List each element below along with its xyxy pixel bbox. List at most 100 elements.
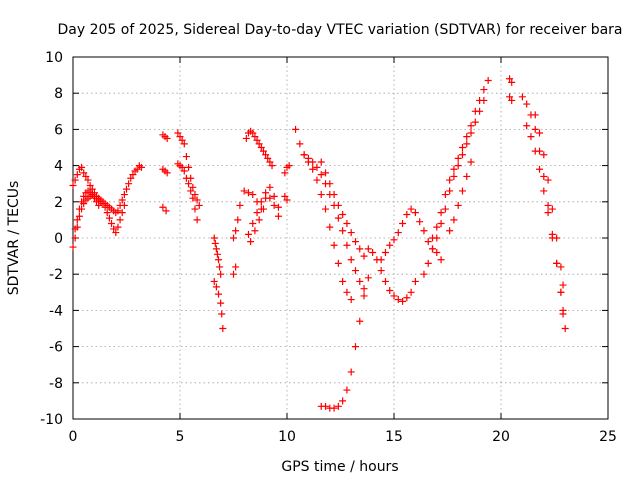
data-point bbox=[386, 241, 394, 249]
data-point bbox=[317, 191, 325, 199]
data-point bbox=[178, 163, 186, 171]
data-point bbox=[429, 245, 437, 253]
series-o bbox=[317, 274, 372, 412]
data-point bbox=[463, 140, 471, 148]
y-axis-label: SDTVAR / TECUs bbox=[6, 181, 22, 296]
series-i bbox=[242, 127, 276, 170]
data-point bbox=[377, 256, 385, 264]
x-tick-label: 15 bbox=[385, 429, 403, 445]
series-j bbox=[244, 189, 282, 246]
data-point bbox=[281, 192, 289, 200]
data-point bbox=[544, 209, 552, 217]
data-point bbox=[548, 205, 556, 213]
data-point bbox=[416, 218, 424, 226]
data-point bbox=[557, 263, 565, 271]
data-point bbox=[458, 144, 466, 151]
data-point bbox=[266, 183, 274, 191]
data-point bbox=[249, 220, 257, 228]
data-point bbox=[114, 207, 122, 215]
data-point bbox=[281, 169, 289, 177]
series-m bbox=[300, 151, 368, 293]
data-point bbox=[69, 182, 77, 190]
series-l bbox=[292, 125, 355, 304]
y-tick-label: -6 bbox=[49, 340, 63, 356]
data-point bbox=[390, 236, 398, 244]
data-point bbox=[480, 86, 488, 94]
data-point bbox=[347, 229, 355, 237]
data-point bbox=[86, 182, 94, 190]
data-point bbox=[274, 212, 282, 220]
data-point bbox=[80, 169, 88, 177]
data-point bbox=[527, 133, 535, 141]
data-point bbox=[210, 277, 218, 285]
data-point bbox=[386, 286, 394, 294]
data-point bbox=[257, 144, 265, 151]
data-point bbox=[377, 267, 385, 275]
data-point bbox=[251, 133, 259, 141]
y-tick-label: -8 bbox=[49, 376, 63, 392]
y-tick-label: 8 bbox=[54, 86, 63, 102]
data-point bbox=[270, 201, 278, 209]
data-point bbox=[195, 201, 203, 209]
x-tick-label: 25 bbox=[599, 429, 617, 445]
data-point bbox=[69, 243, 77, 251]
data-point bbox=[217, 299, 225, 307]
data-point bbox=[211, 239, 219, 247]
data-point bbox=[463, 172, 471, 180]
data-point bbox=[242, 134, 250, 142]
data-point bbox=[322, 205, 330, 213]
data-point bbox=[339, 277, 347, 285]
data-point bbox=[84, 176, 92, 184]
data-point bbox=[369, 248, 377, 256]
data-point bbox=[187, 187, 195, 195]
data-point bbox=[108, 220, 116, 228]
data-point bbox=[75, 212, 83, 220]
data-point bbox=[232, 263, 240, 271]
data-point bbox=[339, 227, 347, 235]
data-point bbox=[283, 196, 291, 204]
data-point bbox=[454, 201, 462, 209]
series-q bbox=[377, 205, 445, 264]
data-point bbox=[360, 252, 368, 260]
data-point bbox=[394, 229, 402, 237]
data-point bbox=[257, 198, 265, 206]
series-x bbox=[531, 111, 567, 289]
y-tick-label: -10 bbox=[40, 412, 63, 428]
data-point bbox=[403, 210, 411, 218]
series-u bbox=[506, 75, 516, 104]
data-point bbox=[292, 125, 300, 133]
y-tick-labels: 10 8 6 4 2 0 -2 -4 -6 -8 -10 bbox=[40, 50, 63, 428]
data-point bbox=[216, 263, 224, 271]
data-point bbox=[180, 167, 188, 175]
data-point bbox=[244, 189, 252, 197]
data-point bbox=[322, 169, 330, 177]
data-point bbox=[274, 203, 282, 211]
series-t bbox=[446, 158, 475, 235]
series-g bbox=[210, 234, 227, 332]
data-point bbox=[347, 296, 355, 304]
data-point bbox=[247, 238, 255, 246]
data-point bbox=[343, 220, 351, 228]
data-point bbox=[116, 216, 124, 224]
data-point bbox=[437, 220, 445, 228]
data-point bbox=[322, 402, 330, 410]
data-point bbox=[531, 125, 539, 133]
grid-lines bbox=[73, 57, 608, 419]
data-point bbox=[125, 180, 133, 188]
data-point bbox=[360, 292, 368, 300]
data-point bbox=[118, 209, 126, 217]
data-point bbox=[309, 158, 317, 166]
data-point bbox=[531, 111, 539, 119]
data-point bbox=[313, 176, 321, 184]
data-point bbox=[343, 288, 351, 296]
data-point bbox=[446, 187, 454, 195]
y-tick-label: 2 bbox=[54, 195, 63, 211]
data-point bbox=[266, 194, 274, 202]
data-point bbox=[411, 277, 419, 285]
data-point bbox=[103, 209, 111, 217]
data-point bbox=[219, 325, 227, 332]
data-point bbox=[553, 234, 561, 242]
data-point bbox=[264, 154, 272, 162]
data-point bbox=[253, 136, 261, 144]
data-point bbox=[326, 180, 334, 188]
